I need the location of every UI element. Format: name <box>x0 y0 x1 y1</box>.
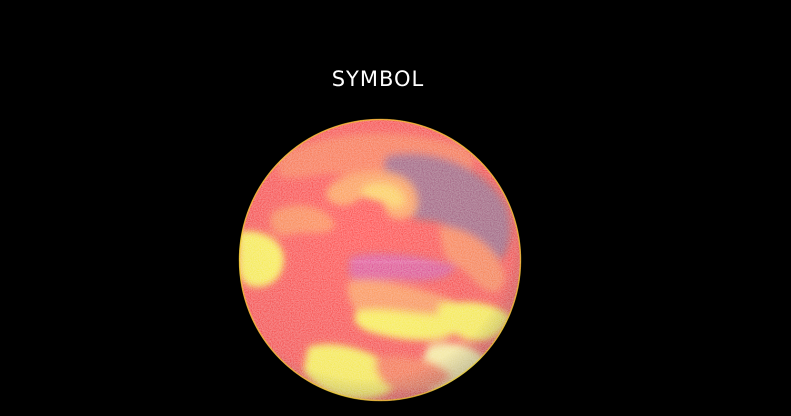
planet-rim <box>238 118 522 402</box>
title-text: SYMBOL <box>331 67 425 91</box>
planet-icon <box>238 118 522 402</box>
planet-sphere <box>237 116 523 404</box>
